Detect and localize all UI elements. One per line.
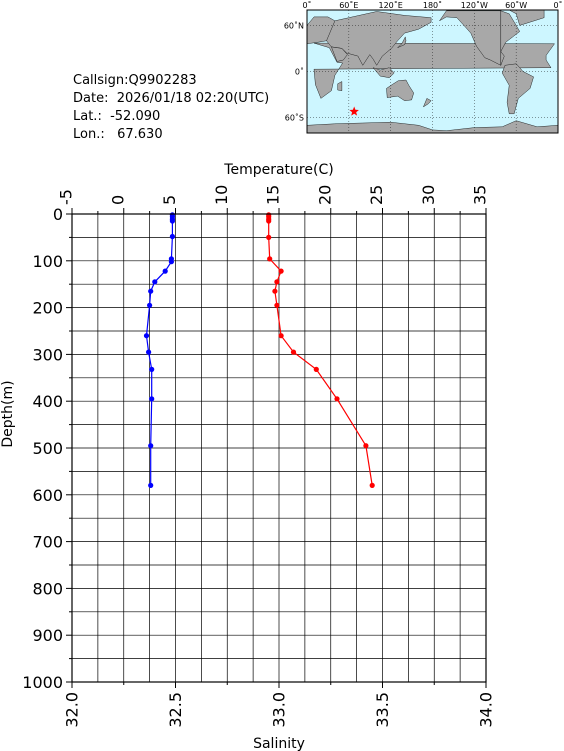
temperature-tick-label: 5 xyxy=(160,195,179,205)
land-arabia xyxy=(331,46,348,62)
salinity-tick-label: 32.0 xyxy=(63,692,82,728)
salinity-data-point xyxy=(369,482,375,488)
temperature-tick-label: 30 xyxy=(419,185,438,205)
temperature-tick-label: 35 xyxy=(471,185,490,205)
temperature-tick-label: 20 xyxy=(315,185,334,205)
station-star-icon xyxy=(349,106,359,116)
temperature-data-point xyxy=(168,259,174,265)
salinity-data-point xyxy=(278,268,284,274)
station-marker xyxy=(349,106,359,116)
map-lat-label: 60˚S xyxy=(285,113,304,123)
depth-tick-label: 1000 xyxy=(22,673,63,692)
chart-series xyxy=(143,212,375,488)
land-new-zealand xyxy=(422,98,432,108)
callsign-text: Callsign:Q9902283 xyxy=(73,73,197,88)
depth-tick-label: 900 xyxy=(32,626,63,645)
map-labels: 0˚ 60˚E 120˚E 180˚ 120˚W 60˚W 0˚ 60˚N 0˚ 60˚S xyxy=(284,0,563,123)
land-japan xyxy=(397,36,407,48)
temperature-tick-label: 10 xyxy=(212,185,231,205)
salinity-tick-label: 33.5 xyxy=(373,692,392,728)
map-grid xyxy=(307,10,558,133)
temperature-data-point xyxy=(148,443,154,449)
map-lat-label: 60˚N xyxy=(284,20,304,30)
temperature-data-point xyxy=(149,366,155,372)
chart-grid xyxy=(71,213,487,683)
map-lon-label: 120˚W xyxy=(461,0,488,10)
temperature-tick-label: -5 xyxy=(57,189,76,205)
temperature-tick-label: 25 xyxy=(367,185,386,205)
temperature-data-point xyxy=(147,302,153,308)
map-land xyxy=(306,9,559,134)
land-madagascar xyxy=(337,81,343,91)
temperature-tick-label: 0 xyxy=(108,195,127,205)
map-lon-label: 60˚W xyxy=(505,0,527,10)
map-frame xyxy=(306,9,559,134)
temperature-data-point xyxy=(169,233,175,240)
salinity-data-point xyxy=(266,218,272,224)
depth-tick-label: 0 xyxy=(53,205,63,224)
salinity-axis-title: Salinity xyxy=(253,736,305,751)
salinity-data-point xyxy=(274,279,280,285)
world-map: 0˚ 60˚E 120˚E 180˚ 120˚W 60˚W 0˚ 60˚N 0˚ 60˚S xyxy=(284,0,563,134)
land-south-america xyxy=(501,63,534,115)
salinity-tick-label: 34.0 xyxy=(477,692,496,728)
temperature-data-point xyxy=(148,482,154,488)
map-lon-label: 180˚ xyxy=(423,0,442,10)
depth-axis-title: Depth(m) xyxy=(0,380,16,447)
salinity-data-point xyxy=(334,396,340,402)
lon-text: Lon.: 67.630 xyxy=(73,127,163,142)
land-north-america-west xyxy=(439,10,501,66)
temperature-tick-label: 15 xyxy=(264,185,283,205)
land-asia xyxy=(326,11,432,66)
map-lon-label: 0˚ xyxy=(302,0,311,10)
depth-tick-label: 400 xyxy=(32,392,63,411)
depth-tick-label: 600 xyxy=(32,486,63,505)
map-lon-label: 0˚ xyxy=(553,0,562,10)
salinity-data-point xyxy=(313,366,319,372)
plot-frame xyxy=(71,213,487,683)
temperature-data-point xyxy=(148,288,154,294)
salinity-data-point xyxy=(278,333,284,339)
map-lat-label: 0˚ xyxy=(295,67,304,77)
temperature-data-point xyxy=(169,218,175,224)
temperature-data-point xyxy=(149,396,155,402)
salinity-data-point xyxy=(267,256,273,262)
depth-tick-label: 100 xyxy=(32,252,63,271)
salinity-tick-label: 33.0 xyxy=(270,692,289,728)
temperature-data-point xyxy=(146,349,152,355)
depth-tick-label: 700 xyxy=(32,533,63,552)
land-australia xyxy=(386,79,414,101)
map-lon-label: 60˚E xyxy=(339,0,358,10)
land-indonesia xyxy=(372,67,395,78)
depth-tick-label: 200 xyxy=(32,299,63,318)
temperature-axis-title: Temperature(C) xyxy=(223,162,333,178)
salinity-tick-label: 32.5 xyxy=(166,692,185,728)
temperature-data-point xyxy=(143,333,150,339)
salinity-data-point xyxy=(266,234,272,240)
lat-text: Lat.: -52.090 xyxy=(73,109,161,124)
temperature-data-point xyxy=(162,268,168,274)
date-text: Date: 2026/01/18 02:20(UTC) xyxy=(73,91,270,106)
temperature-data-point xyxy=(152,279,158,285)
salinity-data-point xyxy=(274,302,280,308)
depth-tick-label: 800 xyxy=(32,579,63,598)
station-info: Callsign:Q9902283 Date: 2026/01/18 02:20… xyxy=(73,72,269,144)
salinity-data-point xyxy=(290,349,297,355)
depth-tick-label: 500 xyxy=(32,439,63,458)
salinity-data-point xyxy=(272,288,278,294)
salinity-data-point xyxy=(363,443,369,449)
depth-tick-label: 300 xyxy=(32,345,63,364)
map-lon-label: 120˚E xyxy=(379,0,403,10)
